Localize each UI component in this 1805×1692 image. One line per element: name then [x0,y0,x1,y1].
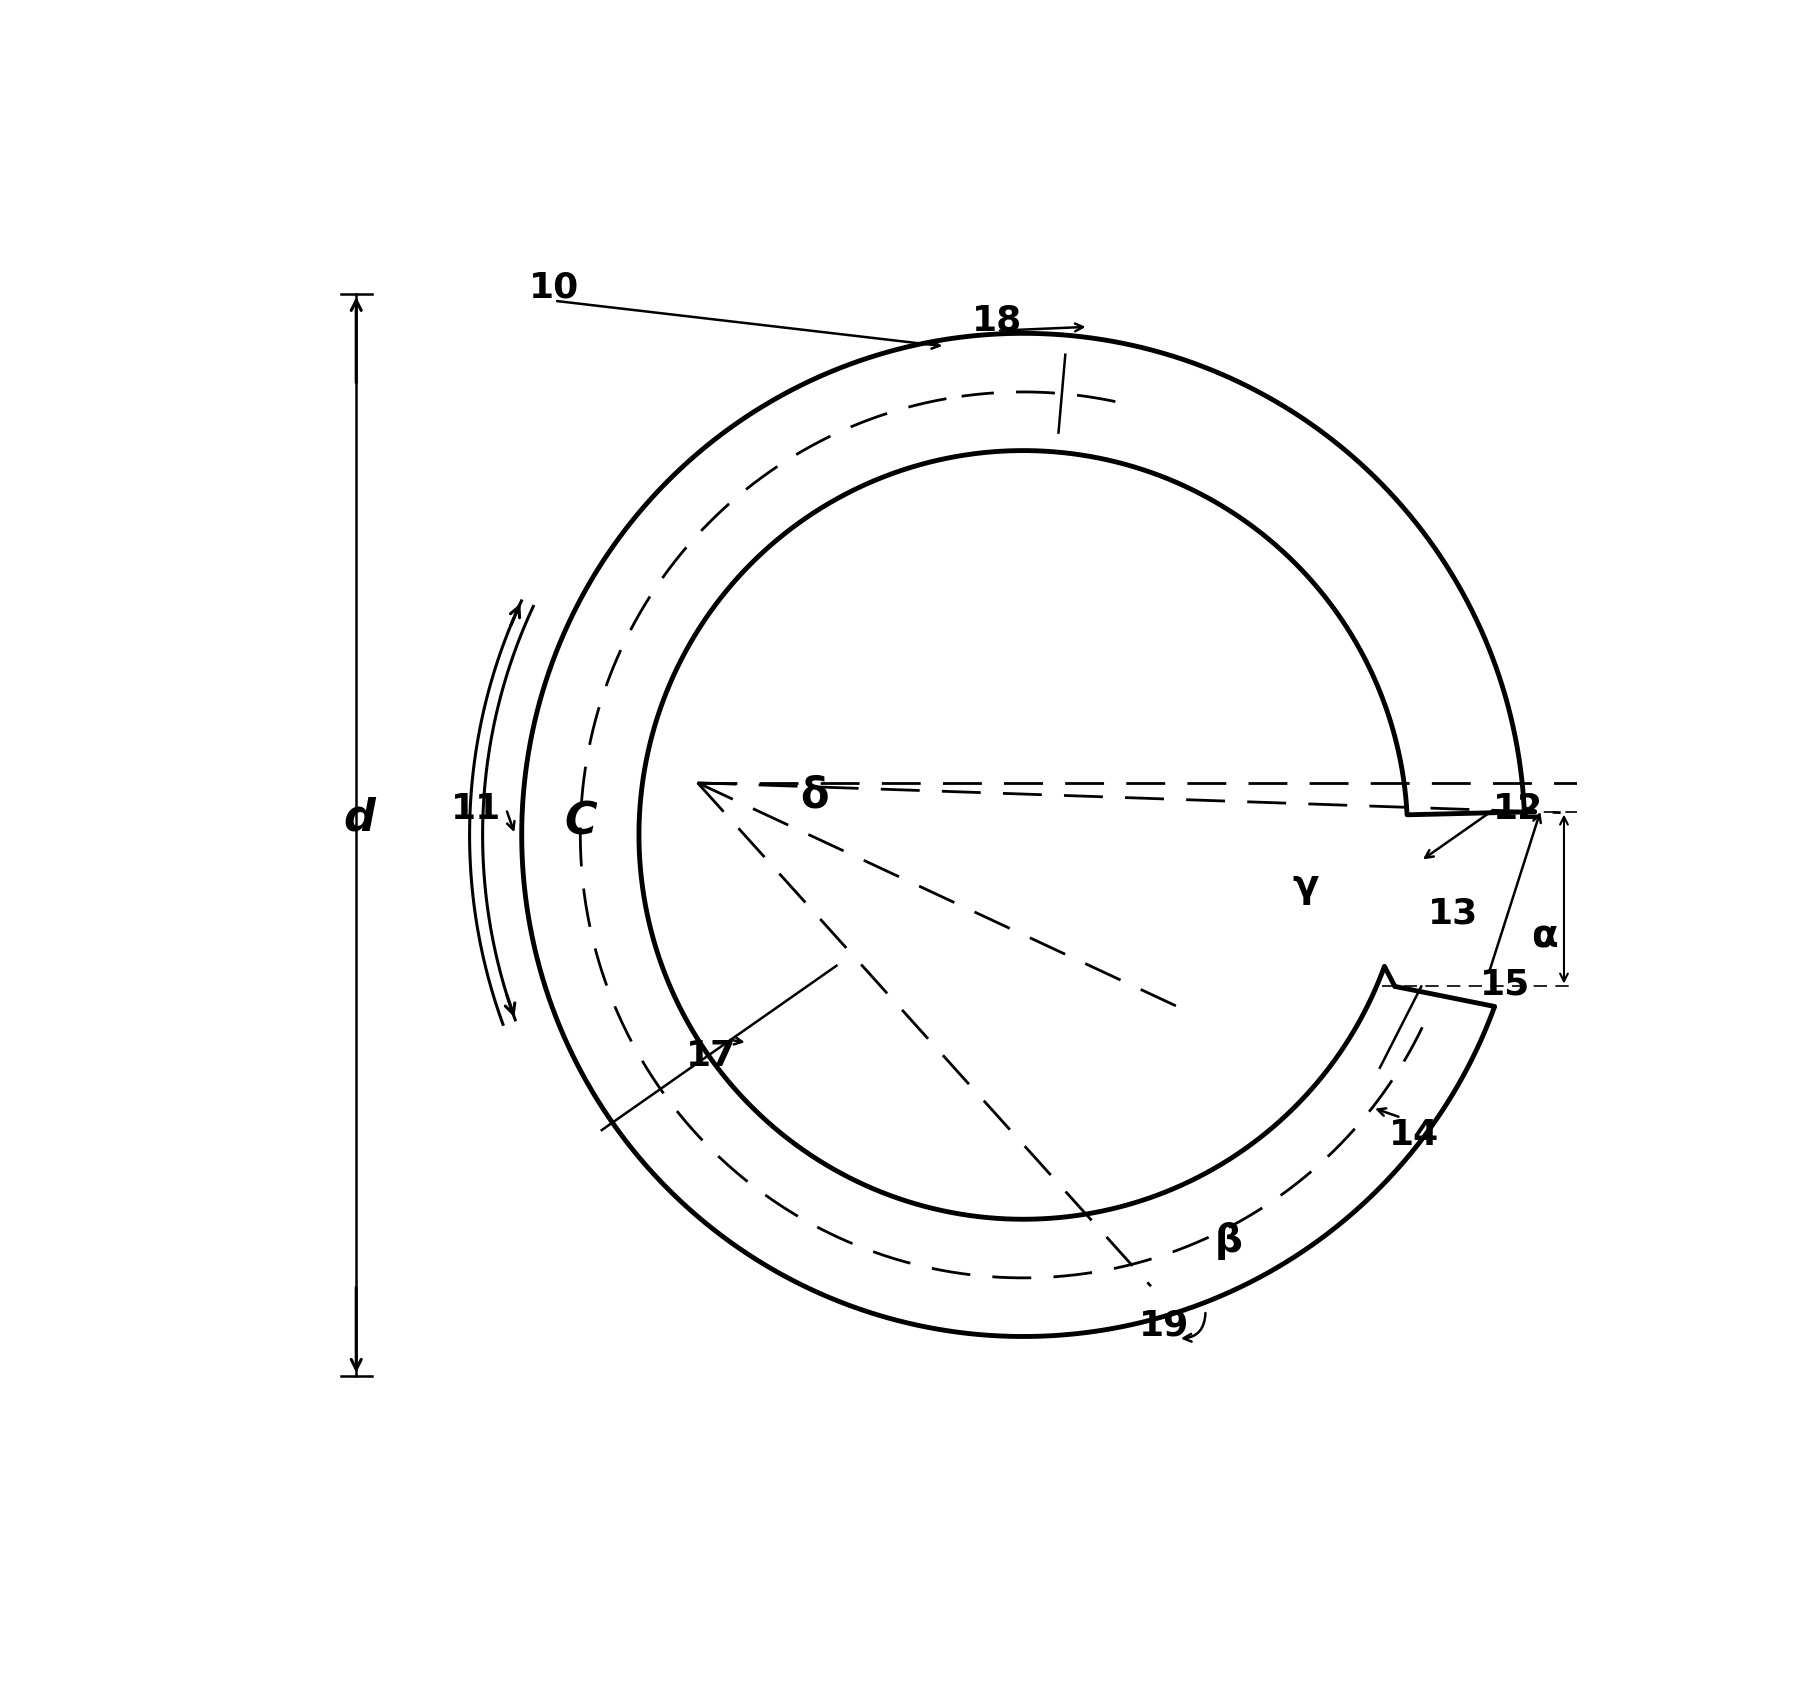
Text: 17: 17 [686,1039,735,1073]
Text: 14: 14 [1388,1118,1439,1152]
Text: α: α [1531,917,1558,956]
Text: 11: 11 [451,792,502,826]
Text: 18: 18 [971,303,1022,337]
Text: 15: 15 [1480,968,1529,1002]
Text: 19: 19 [1139,1308,1188,1342]
Text: δ: δ [800,775,828,817]
Text: β: β [1215,1222,1242,1259]
Text: γ: γ [1292,866,1318,905]
Text: d: d [343,797,375,839]
Text: 12: 12 [1493,792,1543,826]
Text: 10: 10 [529,271,579,305]
Text: C: C [563,800,596,843]
Text: 13: 13 [1428,897,1478,931]
